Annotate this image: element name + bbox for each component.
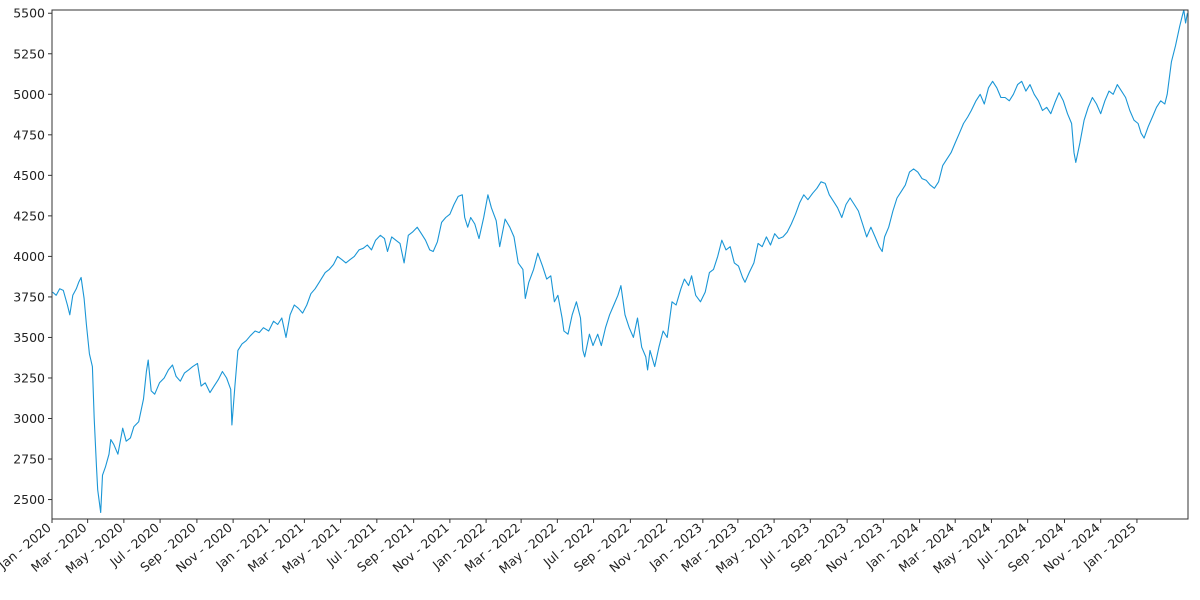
y-tick-label: 2750 [13, 452, 45, 467]
y-tick-label: 3250 [13, 370, 45, 385]
y-tick-label: 3500 [13, 330, 45, 345]
y-tick-label: 4750 [13, 127, 45, 142]
y-tick-label: 5250 [13, 46, 45, 61]
y-tick-label: 4000 [13, 249, 45, 264]
plot-frame [51, 9, 1189, 520]
y-tick-label: 3000 [13, 411, 45, 426]
y-tick-label: 2500 [13, 492, 45, 507]
y-tick-label: 5500 [13, 6, 45, 21]
y-tick-label: 4250 [13, 208, 45, 223]
y-tick-label: 5000 [13, 87, 45, 102]
y-tick-label: 4500 [13, 168, 45, 183]
y-tick-label: 3750 [13, 289, 45, 304]
series-line [52, 9, 1188, 514]
line-series [52, 9, 1188, 514]
y-axis: 2500 2750 3000 3250 3500 3750 4000 4250 4500 4750… [13, 6, 52, 507]
